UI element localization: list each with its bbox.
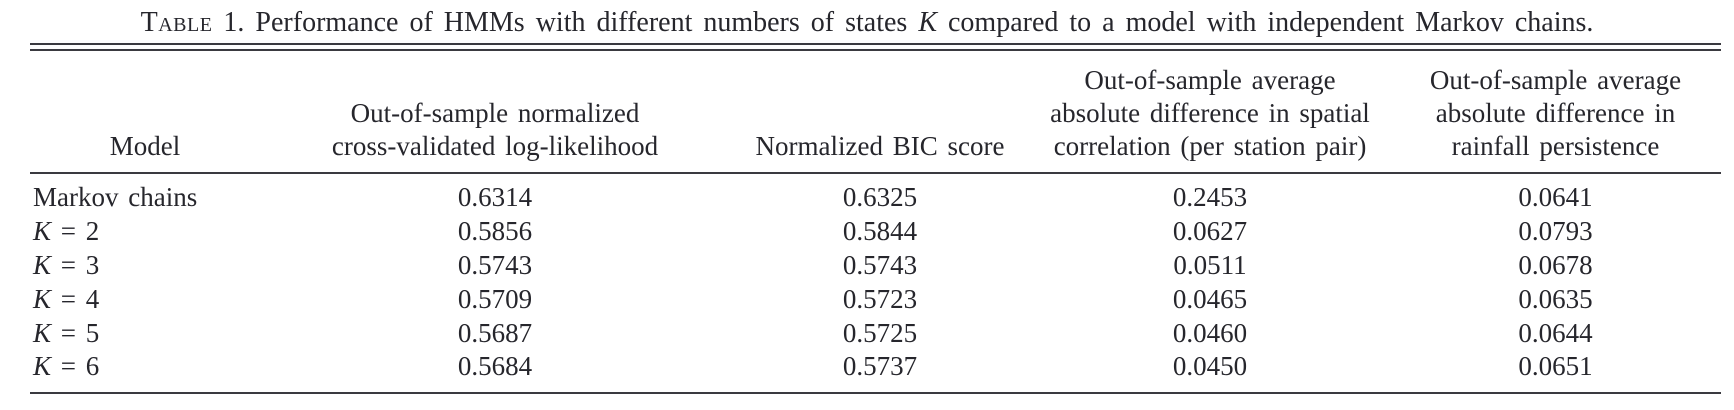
rainfall-persistence-value: 0.0793	[1518, 215, 1593, 246]
column-header-bic: Normalized BIC score	[730, 51, 1030, 174]
rainfall-persistence-value: 0.0651	[1518, 351, 1593, 381]
table-caption: Table 1. Performance of HMMs with differ…	[0, 6, 1734, 40]
table-row: K = 3 0.5743 0.5743 0.0511 0.0678	[30, 248, 1721, 282]
spatial-correlation-value: 0.2453	[1172, 182, 1248, 212]
spatial-correlation-value: 0.0450	[1172, 351, 1248, 381]
model-cell: K = 6	[30, 350, 260, 393]
k-symbol: K	[33, 351, 52, 381]
model-cell: K = 3	[30, 248, 260, 282]
table-row: Markov chains 0.6314 0.6325 0.2453 0.064…	[30, 173, 1721, 214]
table-row: K = 6 0.5684 0.5737 0.0450 0.0651	[30, 350, 1721, 393]
spatial-correlation-value: 0.0511	[1173, 249, 1247, 280]
model-cell: Markov chains	[30, 173, 260, 214]
table-body: Markov chains 0.6314 0.6325 0.2453 0.064…	[30, 173, 1721, 393]
log-likelihood-value: 0.5743	[457, 249, 533, 280]
k-symbol: K	[33, 249, 52, 280]
k-symbol: K	[33, 283, 52, 314]
data-table: Model Out-of-sample normalized cross-val…	[30, 51, 1721, 394]
spatial-correlation-value: 0.0460	[1172, 317, 1248, 348]
model-cell: K = 2	[30, 214, 260, 248]
spatial-correlation-value: 0.0627	[1172, 215, 1248, 246]
model-label: = 4	[51, 283, 100, 314]
model-label: = 3	[51, 249, 100, 280]
model-label: = 2	[51, 215, 100, 246]
bic-value: 0.5737	[842, 351, 918, 381]
bic-value: 0.6325	[842, 182, 918, 212]
bic-value: 0.5723	[842, 283, 918, 314]
table-header: Model Out-of-sample normalized cross-val…	[30, 51, 1721, 174]
table-row: K = 2 0.5856 0.5844 0.0627 0.0793	[30, 214, 1721, 248]
table-caption-text-after: compared to a model with independent Mar…	[948, 7, 1594, 38]
k-symbol: K	[918, 7, 937, 38]
table-caption-label: Table	[140, 7, 213, 38]
table-caption-number: 1.	[223, 7, 245, 38]
k-symbol: K	[33, 215, 52, 246]
rainfall-persistence-value: 0.0635	[1518, 283, 1593, 314]
spatial-correlation-value: 0.0465	[1172, 283, 1248, 314]
model-cell: K = 5	[30, 316, 260, 350]
log-likelihood-value: 0.6314	[457, 182, 533, 212]
model-cell: K = 4	[30, 282, 260, 316]
rainfall-persistence-value: 0.0678	[1518, 249, 1593, 280]
log-likelihood-value: 0.5709	[457, 283, 533, 314]
model-label: = 6	[51, 351, 100, 381]
log-likelihood-value: 0.5687	[457, 317, 533, 348]
table-row: K = 5 0.5687 0.5725 0.0460 0.0644	[30, 316, 1721, 350]
double-rule	[30, 43, 1721, 51]
log-likelihood-value: 0.5856	[457, 215, 533, 246]
bic-value: 0.5844	[842, 215, 918, 246]
model-label: Markov chains	[33, 182, 198, 212]
k-symbol: K	[33, 317, 52, 348]
paper-table-page: Table 1. Performance of HMMs with differ…	[0, 6, 1734, 410]
rainfall-persistence-value: 0.0644	[1518, 317, 1593, 348]
column-header-spatial-correlation: Out-of-sample average absolute differenc…	[1030, 51, 1390, 174]
column-header-log-likelihood: Out-of-sample normalized cross-validated…	[260, 51, 730, 174]
column-header-rainfall-persistence: Out-of-sample average absolute differenc…	[1390, 51, 1721, 174]
table-caption-text-before: Performance of HMMs with different numbe…	[255, 7, 908, 38]
rainfall-persistence-value: 0.0641	[1518, 182, 1593, 212]
log-likelihood-value: 0.5684	[457, 351, 533, 381]
table-row: K = 4 0.5709 0.5723 0.0465 0.0635	[30, 282, 1721, 316]
header-row: Model Out-of-sample normalized cross-val…	[30, 51, 1721, 174]
bic-value: 0.5725	[842, 317, 918, 348]
column-header-model: Model	[30, 51, 260, 174]
bic-value: 0.5743	[842, 249, 918, 280]
model-label: = 5	[51, 317, 100, 348]
